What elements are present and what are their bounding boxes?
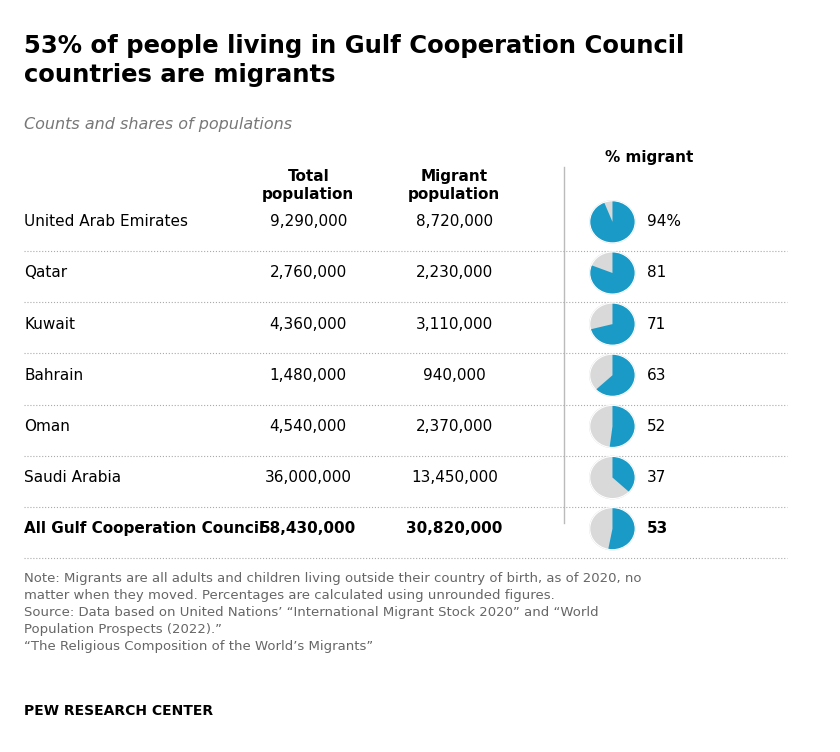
Wedge shape — [591, 303, 635, 345]
Text: 2,370,000: 2,370,000 — [416, 419, 493, 434]
Text: 13,450,000: 13,450,000 — [411, 470, 498, 485]
Text: All Gulf Cooperation Council: All Gulf Cooperation Council — [24, 521, 265, 536]
Text: 37: 37 — [647, 470, 666, 485]
Text: Qatar: Qatar — [24, 265, 67, 280]
Text: United Arab Emirates: United Arab Emirates — [24, 214, 188, 229]
Circle shape — [590, 201, 635, 243]
Wedge shape — [612, 456, 635, 492]
Circle shape — [590, 252, 635, 294]
Circle shape — [590, 303, 635, 345]
Text: Migrant
population: Migrant population — [408, 169, 501, 202]
Text: 58,430,000: 58,430,000 — [260, 521, 356, 536]
Text: 30,820,000: 30,820,000 — [406, 521, 502, 536]
Wedge shape — [596, 354, 635, 396]
Wedge shape — [610, 405, 635, 447]
Text: 53: 53 — [647, 521, 668, 536]
Text: 3,110,000: 3,110,000 — [416, 317, 493, 332]
Text: 52: 52 — [647, 419, 666, 434]
Text: 2,230,000: 2,230,000 — [416, 265, 493, 280]
Text: 940,000: 940,000 — [423, 368, 486, 383]
Wedge shape — [608, 508, 635, 550]
Circle shape — [590, 508, 635, 550]
Text: % migrant: % migrant — [605, 150, 693, 165]
Text: Saudi Arabia: Saudi Arabia — [24, 470, 122, 485]
Text: 4,540,000: 4,540,000 — [270, 419, 347, 434]
Text: 63: 63 — [647, 368, 666, 383]
Text: Oman: Oman — [24, 419, 71, 434]
Circle shape — [590, 405, 635, 447]
Text: 71: 71 — [647, 317, 666, 332]
Wedge shape — [590, 252, 635, 294]
Text: 94%: 94% — [647, 214, 680, 229]
Circle shape — [590, 354, 635, 396]
Text: 53% of people living in Gulf Cooperation Council
countries are migrants: 53% of people living in Gulf Cooperation… — [24, 34, 685, 86]
Text: Kuwait: Kuwait — [24, 317, 76, 332]
Text: 9,290,000: 9,290,000 — [270, 214, 347, 229]
Text: 1,480,000: 1,480,000 — [270, 368, 347, 383]
Text: Counts and shares of populations: Counts and shares of populations — [24, 117, 292, 132]
Text: 81: 81 — [647, 265, 666, 280]
Text: 36,000,000: 36,000,000 — [265, 470, 352, 485]
Text: Bahrain: Bahrain — [24, 368, 83, 383]
Circle shape — [590, 456, 635, 499]
Text: Total
population: Total population — [262, 169, 354, 202]
Text: Note: Migrants are all adults and children living outside their country of birth: Note: Migrants are all adults and childr… — [24, 572, 642, 653]
Wedge shape — [590, 201, 635, 243]
Text: 8,720,000: 8,720,000 — [416, 214, 493, 229]
Text: 4,360,000: 4,360,000 — [270, 317, 347, 332]
Text: PEW RESEARCH CENTER: PEW RESEARCH CENTER — [24, 704, 213, 718]
Text: 2,760,000: 2,760,000 — [270, 265, 347, 280]
